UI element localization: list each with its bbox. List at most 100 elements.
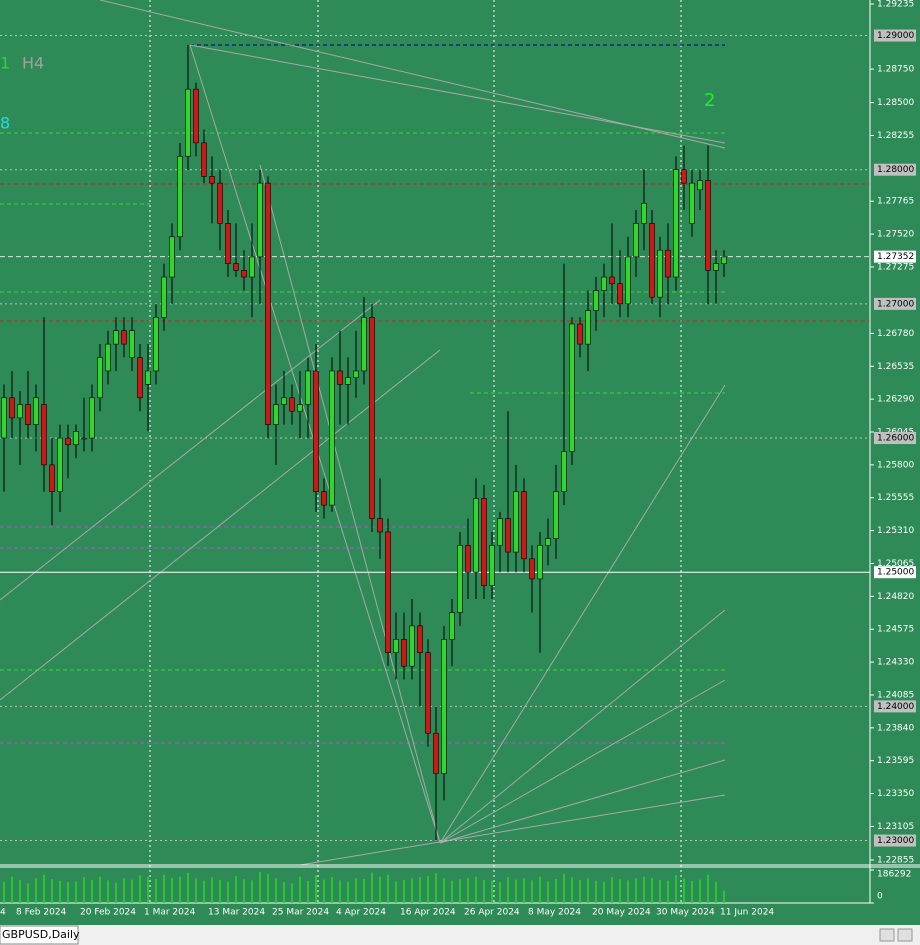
y-tick-label: 1.25310: [877, 526, 914, 536]
candle-body: [361, 316, 367, 372]
candle-body: [377, 518, 383, 533]
candle-body: [313, 370, 319, 493]
y-tick-label: 1.23840: [877, 723, 914, 733]
candle-body: [89, 397, 95, 439]
volume-tick-label: 0: [877, 892, 883, 902]
candle-body: [337, 370, 343, 385]
candle-body: [393, 638, 399, 654]
y-tick-label: 1.27765: [877, 197, 914, 207]
x-tick-label: 20 May 2024: [592, 908, 651, 918]
candle-body: [17, 404, 23, 419]
candle-body: [697, 180, 703, 191]
candle-body: [505, 518, 511, 553]
candle-body: [609, 276, 615, 285]
y-tick-label: 1.26780: [877, 329, 914, 339]
candle-body: [369, 316, 375, 519]
candle-body: [465, 545, 471, 573]
candle-body: [585, 310, 591, 345]
tab[interactable]: [0, 925, 79, 945]
candle-body: [105, 343, 111, 372]
x-tick-label: 1 Mar 2024: [144, 908, 196, 918]
candle-body: [233, 263, 239, 271]
candle-body: [169, 236, 175, 278]
annotation: 8: [0, 114, 10, 133]
price-level-label: 1.27352: [877, 252, 914, 262]
price-level-label: 1.28000: [877, 165, 914, 175]
candle-body: [185, 88, 191, 157]
candle-body: [81, 437, 87, 440]
candle-body: [449, 612, 455, 640]
candle-body: [345, 377, 351, 385]
tab-label[interactable]: GBPUSD,Daily: [2, 928, 80, 941]
price-level-label: 1.25000: [877, 568, 914, 578]
x-tick-label: 8 Feb 2024: [16, 908, 67, 918]
candle-body: [433, 732, 439, 774]
y-tick-label: 1.23105: [877, 822, 914, 832]
y-tick-label: 1.24085: [877, 690, 914, 700]
candle-body: [545, 538, 551, 546]
candle-body: [193, 88, 199, 144]
y-tick-label: 1.28255: [877, 131, 914, 141]
candle-body: [617, 283, 623, 305]
y-tick-label: 1.25800: [877, 460, 914, 470]
candle-body: [513, 491, 519, 553]
y-tick-label: 1.29235: [877, 0, 914, 10]
y-tick-label: 1.26535: [877, 362, 914, 372]
candle-body: [457, 545, 463, 613]
price-level-box: [874, 163, 916, 176]
candle-body: [537, 545, 543, 580]
candle-body: [41, 404, 47, 466]
x-tick-label: 20 Feb 2024: [80, 908, 136, 918]
candle-body: [305, 370, 311, 405]
scroll-button[interactable]: [897, 928, 913, 942]
y-tick-label: 1.24820: [877, 592, 914, 602]
candle-body: [65, 437, 71, 446]
candle-body: [25, 404, 31, 425]
candle-body: [177, 155, 183, 238]
candle-body: [441, 638, 447, 774]
x-tick-label: 4 Apr 2024: [336, 908, 386, 918]
x-tick-label: 11 Jun 2024: [720, 908, 774, 918]
y-tick-label: 1.27520: [877, 230, 914, 240]
candle-body: [649, 223, 655, 298]
candle-body: [33, 397, 39, 425]
price-level-box: [874, 566, 916, 579]
y-tick-label: 1.25065: [877, 559, 914, 569]
candle-body: [473, 498, 479, 573]
candle-body: [73, 431, 79, 446]
price-level-box: [874, 29, 916, 42]
y-tick-label: 1.23350: [877, 789, 914, 799]
x-tick-label: 4: [0, 908, 6, 918]
candle-body: [273, 404, 279, 425]
candle-body: [481, 498, 487, 586]
candle-body: [601, 276, 607, 291]
y-tick-label: 1.25555: [877, 493, 914, 503]
price-level-label: 1.26000: [877, 434, 914, 444]
candle-body: [209, 176, 215, 184]
x-tick-label: 8 May 2024: [528, 908, 581, 918]
candle-body: [1, 397, 7, 439]
candle-body: [497, 518, 503, 546]
x-tick-label: 26 Apr 2024: [464, 908, 520, 918]
candle-body: [257, 182, 263, 258]
annotation: H4: [22, 54, 44, 73]
candle-body: [553, 491, 559, 539]
candle-body: [417, 625, 423, 654]
x-tick-label: 13 Mar 2024: [208, 908, 265, 918]
candle-body: [529, 558, 535, 580]
candle-body: [633, 223, 639, 258]
candle-body: [145, 370, 151, 385]
price-level-box: [874, 250, 916, 263]
y-tick-label: 1.27275: [877, 262, 914, 272]
candle-body: [225, 223, 231, 264]
price-level-label: 1.29000: [877, 31, 914, 41]
y-tick-label: 1.26290: [877, 395, 914, 405]
scroll-button[interactable]: [879, 928, 895, 942]
candle-body: [353, 370, 359, 378]
candle-body: [137, 357, 143, 399]
candle-body: [249, 256, 255, 278]
candle-body: [713, 263, 719, 271]
candle-body: [641, 202, 647, 224]
y-tick-label: 1.28750: [877, 65, 914, 75]
